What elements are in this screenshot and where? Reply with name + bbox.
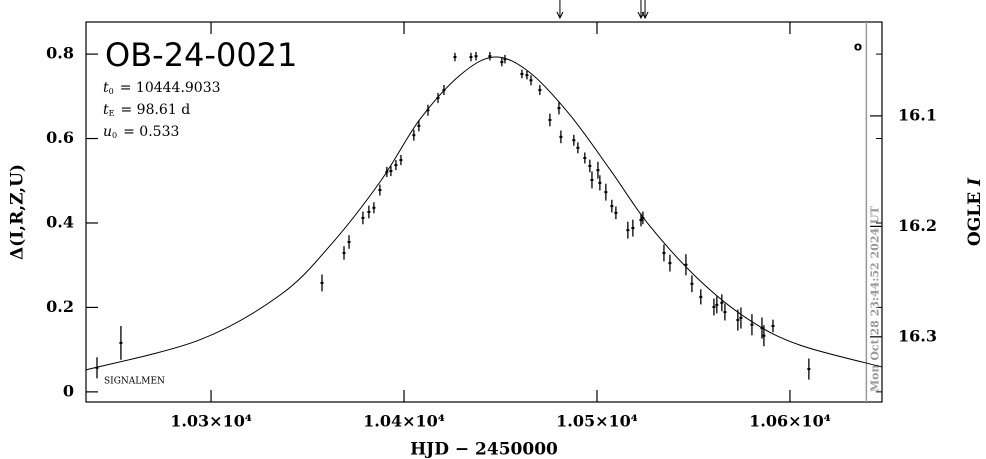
x-tick-label: 1.03×10⁴	[170, 412, 252, 431]
now-label: Mon Oct 28 23:44:52 2024 UT	[868, 205, 881, 392]
data-point	[760, 327, 764, 330]
y2-label-text: OGLE	[965, 192, 985, 246]
param-symbol: t	[103, 102, 109, 118]
y-tick-label: 0.8	[46, 44, 74, 63]
data-point	[385, 170, 389, 173]
chart-title: OB-24-0021	[105, 36, 297, 74]
data-point	[399, 159, 403, 162]
data-point	[699, 295, 703, 298]
data-point	[639, 219, 643, 222]
data-point	[723, 311, 727, 314]
parameter: u0 = 0.533	[103, 124, 179, 140]
data-point	[712, 306, 716, 308]
data-point	[412, 134, 416, 137]
data-point	[320, 281, 324, 284]
data-point	[453, 56, 457, 59]
data-point	[469, 56, 473, 59]
data-point	[590, 178, 594, 181]
data-point	[538, 88, 542, 91]
annotation: SIGNALMEN	[104, 377, 165, 387]
plot-frame	[85, 21, 883, 403]
data-point	[807, 368, 811, 371]
data-point	[598, 181, 602, 184]
param-sub: E	[109, 109, 115, 118]
data-point	[119, 341, 123, 344]
y2-tick-label: 16.2	[898, 216, 937, 235]
y2-tick-label: 16.3	[898, 326, 937, 345]
param-symbol: t	[103, 80, 109, 96]
data-point	[417, 124, 421, 127]
data-point	[557, 107, 561, 110]
param-text: = 10444.9033	[120, 80, 221, 96]
data-point	[572, 139, 576, 142]
y2-tick-label: 16.1	[898, 105, 937, 124]
data-point	[361, 216, 365, 219]
data-point	[474, 55, 478, 58]
data-point	[389, 170, 393, 173]
data-point	[604, 191, 608, 194]
data-point	[442, 88, 446, 91]
data-point	[771, 325, 775, 327]
data-point	[720, 301, 724, 304]
param-sub: 0	[109, 87, 114, 96]
x-tick-label: 1.04×10⁴	[363, 412, 445, 431]
data-point	[715, 303, 719, 306]
y-axis-label: Δ(I,R,Z,U)	[8, 164, 28, 260]
data-point	[626, 229, 630, 232]
param-sub: 0	[112, 131, 117, 140]
epoch-arrow	[637, 0, 645, 20]
y-tick-label: 0	[63, 381, 74, 400]
data-point	[750, 323, 754, 326]
data-point	[342, 251, 346, 254]
data-point	[520, 72, 524, 75]
parameter: t0 = 10444.9033	[103, 80, 221, 96]
data-point	[559, 135, 563, 138]
data-point	[662, 251, 666, 254]
data-point	[736, 319, 740, 322]
data-point	[684, 263, 688, 266]
data-point	[500, 61, 504, 64]
data-point	[394, 164, 398, 167]
x-tick-label: 1.06×10⁴	[749, 412, 831, 431]
data-point	[503, 58, 507, 61]
data-point	[525, 74, 529, 77]
data-point	[488, 55, 492, 58]
data-point	[668, 262, 672, 265]
y-tick-label: 0.6	[46, 128, 74, 147]
data-point	[596, 169, 600, 172]
data-point	[372, 206, 376, 209]
y2-axis-label: OGLE I	[965, 177, 985, 246]
data-point	[95, 366, 99, 369]
data-point	[583, 156, 587, 159]
data-point	[548, 118, 552, 121]
y-tick-label: 0.2	[46, 297, 74, 316]
corner-mark: o	[854, 40, 862, 54]
data-point	[610, 205, 614, 208]
data-point	[426, 109, 430, 112]
data-point	[378, 189, 382, 192]
y2-label-italic: I	[965, 177, 985, 187]
param-symbol: u	[103, 124, 112, 140]
y-tick-label: 0.4	[46, 212, 74, 231]
data-point	[641, 216, 645, 219]
parameter: tE = 98.61 d	[103, 102, 190, 118]
epoch-arrow	[641, 0, 649, 20]
x-tick-label: 1.05×10⁴	[556, 412, 638, 431]
param-text: = 98.61 d	[120, 102, 190, 118]
data-point	[690, 282, 694, 285]
data-point	[631, 227, 635, 230]
data-point	[576, 146, 580, 149]
epoch-arrow	[556, 0, 564, 20]
x-axis-label: HJD − 2450000	[410, 440, 558, 459]
param-text: = 0.533	[123, 124, 179, 140]
data-point	[529, 79, 533, 82]
data-point	[614, 211, 618, 214]
data-point	[367, 211, 371, 213]
data-point	[588, 164, 592, 167]
data-point	[436, 97, 440, 99]
data-point	[762, 334, 766, 337]
data-point	[347, 240, 351, 243]
data-point	[739, 316, 743, 319]
